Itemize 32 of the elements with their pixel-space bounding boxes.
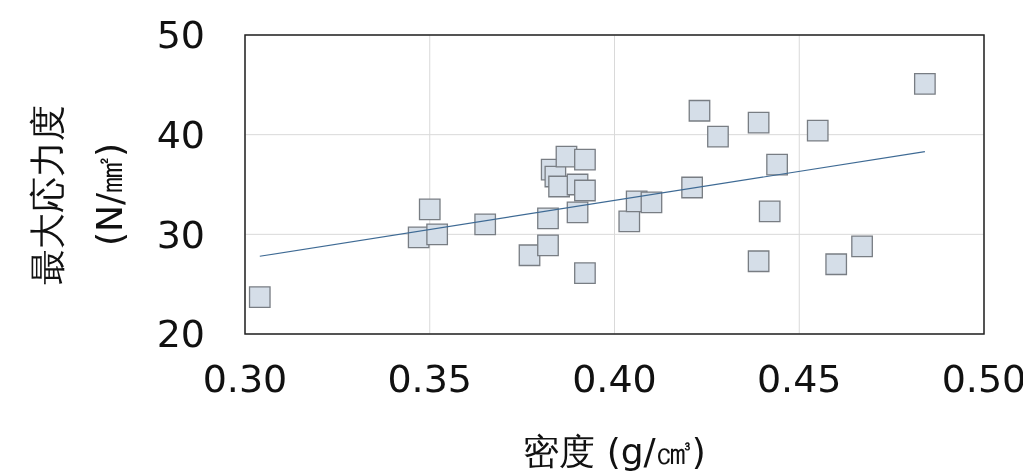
point [707,125,729,148]
point [574,262,596,285]
point [426,223,449,246]
x-axis-title: 密度 (g/㎤) [523,431,706,472]
y-tick-label: 30 [156,212,205,257]
point [825,253,848,276]
point [574,148,596,171]
point [618,210,641,233]
point [418,198,441,221]
x-tick-label: 0.45 [756,357,842,401]
point [474,213,497,236]
x-tick-label: 0.40 [572,357,657,401]
point [766,153,788,176]
y-tick-label: 20 [156,312,205,357]
y-axis-title: 最大応力度 (N/㎟) [27,104,130,285]
y-tick-label: 40 [156,112,205,157]
point [747,250,770,273]
point [537,207,559,230]
point [574,179,596,202]
point [747,111,770,134]
point [681,176,703,199]
point [913,72,936,95]
point [758,200,781,223]
point [518,244,541,267]
x-tick-label: 0.30 [202,357,288,401]
point [688,99,711,122]
point [851,235,873,258]
point [806,119,829,142]
point [248,286,271,309]
point [537,234,559,257]
y-tick-label: 50 [156,13,205,58]
x-tick-label: 0.35 [387,357,473,401]
